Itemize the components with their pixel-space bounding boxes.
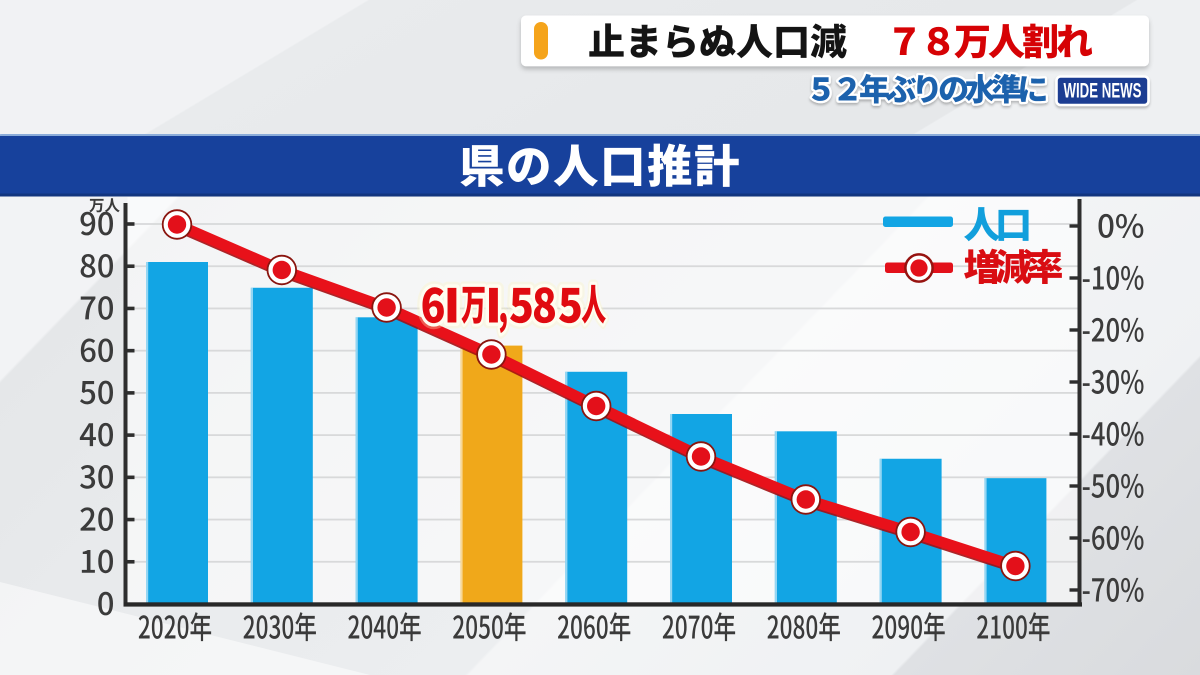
svg-text:WIDE NEWS: WIDE NEWS: [1064, 80, 1142, 103]
